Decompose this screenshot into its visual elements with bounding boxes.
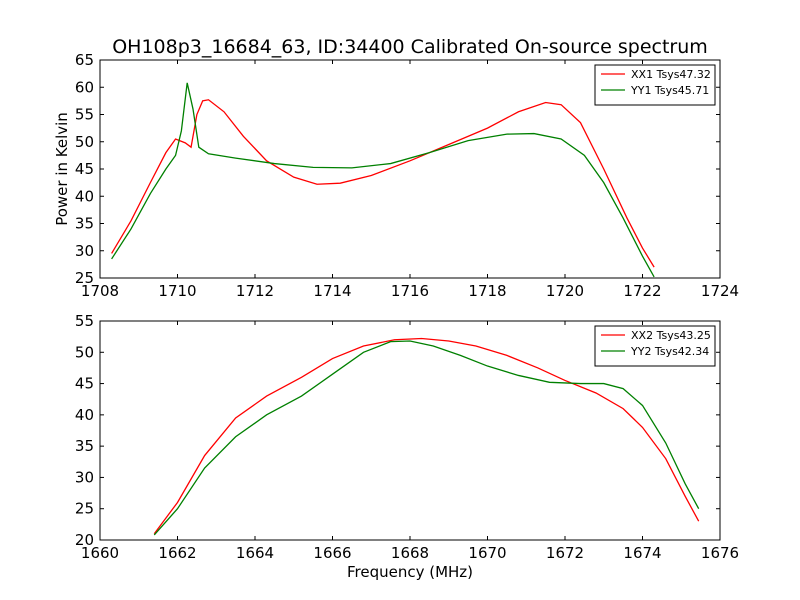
y-tick-label: 65 [75,51,94,69]
x-tick-label: 1714 [313,282,351,300]
y-tick-label: 30 [75,468,94,486]
x-tick-label: 1716 [391,282,429,300]
legend-label-2: YY1 Tsys45.71 [630,84,709,97]
x-tick-label: 1660 [81,544,119,562]
top-panel: 1708 1710 1712 1714 1716 1718 1720 1722 1724 25 30… [75,51,739,300]
x-tick-label: 1724 [701,282,739,300]
y-tick-label: 35 [75,437,94,455]
legend-box [594,325,716,367]
y-tick-label: 25 [75,500,94,518]
y-tick-label: 50 [75,343,94,361]
series-line-2 [111,82,655,278]
y-tick-label: 60 [75,78,94,96]
x-tick-label: 1674 [623,544,661,562]
legend-label-2: YY2 Tsys42.34 [630,345,709,358]
x-tick-label: 1712 [236,282,274,300]
x-axis-label: Frequency (MHz) [347,563,473,581]
x-tick-label: 1672 [546,544,584,562]
y-tick-label: 55 [75,312,94,330]
bottom-panel: 1660 1662 1664 1666 1668 1670 1672 1674 1676 20 25… [75,312,739,562]
y-tick-label: 30 [75,242,94,260]
x-tick-label: 1720 [546,282,584,300]
y-tick-label: 45 [75,375,94,393]
legend-label-1: XX2 Tsys43.25 [631,329,711,342]
y-tick-label: 50 [75,133,94,151]
x-tick-label: 1676 [701,544,739,562]
x-tick-label: 1662 [158,544,196,562]
legend-box [594,64,716,106]
y-tick-label: 20 [75,531,94,549]
x-tick-label: 1710 [158,282,196,300]
series-line-1 [153,337,700,535]
x-tick-label: 1670 [468,544,506,562]
x-tick-label: 1664 [236,544,274,562]
y-tick-label: 45 [75,160,94,178]
x-tick-label: 1668 [391,544,429,562]
x-tick-label: 1708 [81,282,119,300]
x-tick-label: 1666 [313,544,351,562]
y-tick-label: 35 [75,215,94,233]
y-axis-label: Power in Kelvin [53,112,71,226]
series-line-1 [111,99,655,268]
chart-title: OH108p3_16684_63, ID:34400 Calibrated On… [112,36,708,58]
x-tick-label: 1718 [468,282,506,300]
legend-label-1: XX1 Tsys47.32 [631,68,711,81]
y-tick-label: 25 [75,269,94,287]
series-line-2 [153,340,700,536]
y-tick-label: 40 [75,406,94,424]
y-tick-label: 40 [75,187,94,205]
y-tick-label: 55 [75,106,94,124]
x-tick-label: 1722 [623,282,661,300]
